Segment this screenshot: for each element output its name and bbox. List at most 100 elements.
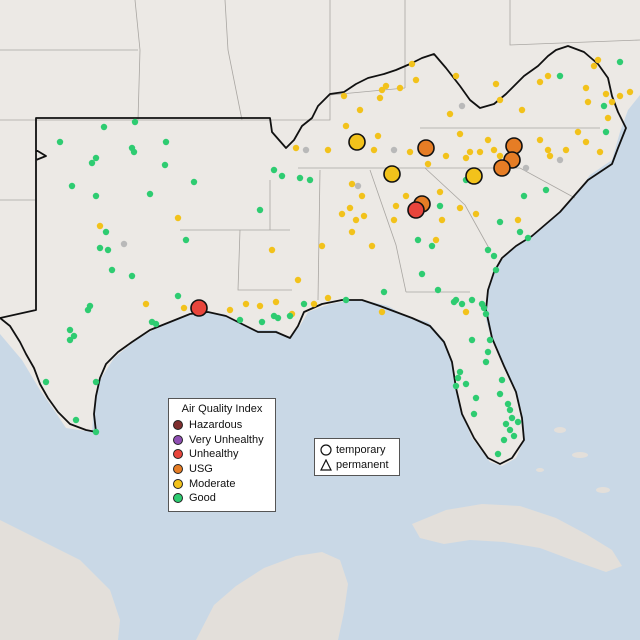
station-marker[interactable] xyxy=(174,292,182,300)
station-marker[interactable] xyxy=(468,336,476,344)
station-marker[interactable] xyxy=(346,204,354,212)
station-marker[interactable] xyxy=(562,146,570,154)
station-marker[interactable] xyxy=(536,136,544,144)
station-marker[interactable] xyxy=(462,154,470,162)
station-marker[interactable] xyxy=(506,406,514,414)
station-marker[interactable] xyxy=(418,270,426,278)
station-marker[interactable] xyxy=(546,152,554,160)
station-marker[interactable] xyxy=(424,160,432,168)
station-marker[interactable] xyxy=(340,92,348,100)
temporary-station-marker[interactable] xyxy=(493,159,511,177)
station-marker[interactable] xyxy=(274,314,282,322)
station-marker[interactable] xyxy=(292,144,300,152)
station-marker[interactable] xyxy=(456,130,464,138)
station-marker[interactable] xyxy=(142,300,150,308)
station-marker[interactable] xyxy=(490,252,498,260)
station-marker[interactable] xyxy=(462,380,470,388)
station-marker[interactable] xyxy=(324,146,332,154)
station-marker[interactable] xyxy=(356,106,364,114)
station-marker[interactable] xyxy=(68,182,76,190)
station-marker[interactable] xyxy=(596,148,604,156)
station-marker[interactable] xyxy=(544,146,552,154)
station-marker[interactable] xyxy=(270,166,278,174)
station-marker[interactable] xyxy=(482,310,490,318)
station-marker[interactable] xyxy=(604,114,612,122)
station-marker[interactable] xyxy=(602,128,610,136)
station-marker[interactable] xyxy=(478,300,486,308)
station-marker[interactable] xyxy=(102,228,110,236)
station-marker[interactable] xyxy=(96,222,104,230)
station-marker[interactable] xyxy=(544,72,552,80)
station-marker[interactable] xyxy=(484,136,492,144)
station-marker[interactable] xyxy=(380,288,388,296)
station-marker[interactable] xyxy=(161,161,169,169)
station-marker[interactable] xyxy=(66,326,74,334)
station-marker[interactable] xyxy=(92,192,100,200)
station-marker[interactable] xyxy=(432,236,440,244)
station-marker[interactable] xyxy=(100,123,108,131)
station-marker[interactable] xyxy=(626,88,634,96)
station-marker[interactable] xyxy=(496,96,504,104)
station-marker[interactable] xyxy=(434,286,442,294)
station-marker[interactable] xyxy=(258,318,266,326)
station-marker[interactable] xyxy=(484,246,492,254)
station-marker[interactable] xyxy=(374,132,382,140)
station-marker[interactable] xyxy=(616,92,624,100)
station-marker[interactable] xyxy=(458,300,466,308)
station-marker[interactable] xyxy=(502,420,510,428)
station-marker[interactable] xyxy=(536,78,544,86)
station-marker[interactable] xyxy=(456,204,464,212)
temporary-station-marker[interactable] xyxy=(407,201,425,219)
station-marker[interactable] xyxy=(442,152,450,160)
station-marker[interactable] xyxy=(584,98,592,106)
station-marker[interactable] xyxy=(56,138,64,146)
station-marker[interactable] xyxy=(370,146,378,154)
station-marker[interactable] xyxy=(522,164,530,172)
station-marker[interactable] xyxy=(452,296,460,304)
station-marker[interactable] xyxy=(354,182,362,190)
station-marker[interactable] xyxy=(236,316,244,324)
station-marker[interactable] xyxy=(408,60,416,68)
station-marker[interactable] xyxy=(520,192,528,200)
station-marker[interactable] xyxy=(428,242,436,250)
station-marker[interactable] xyxy=(514,418,522,426)
station-marker[interactable] xyxy=(518,106,526,114)
station-marker[interactable] xyxy=(608,98,616,106)
station-marker[interactable] xyxy=(470,410,478,418)
station-marker[interactable] xyxy=(472,394,480,402)
station-marker[interactable] xyxy=(286,312,294,320)
station-marker[interactable] xyxy=(272,298,280,306)
station-marker[interactable] xyxy=(456,368,464,376)
station-marker[interactable] xyxy=(294,276,302,284)
station-marker[interactable] xyxy=(360,212,368,220)
station-marker[interactable] xyxy=(88,159,96,167)
station-marker[interactable] xyxy=(542,186,550,194)
station-marker[interactable] xyxy=(500,436,508,444)
station-marker[interactable] xyxy=(600,102,608,110)
station-marker[interactable] xyxy=(498,376,506,384)
station-marker[interactable] xyxy=(484,348,492,356)
station-marker[interactable] xyxy=(226,306,234,314)
station-marker[interactable] xyxy=(468,296,476,304)
station-marker[interactable] xyxy=(348,180,356,188)
station-marker[interactable] xyxy=(348,228,356,236)
temporary-station-marker[interactable] xyxy=(465,167,483,185)
station-marker[interactable] xyxy=(66,336,74,344)
temporary-station-marker[interactable] xyxy=(190,299,208,317)
temporary-station-marker[interactable] xyxy=(348,133,366,151)
station-marker[interactable] xyxy=(402,192,410,200)
station-marker[interactable] xyxy=(338,210,346,218)
station-marker[interactable] xyxy=(324,294,332,302)
station-marker[interactable] xyxy=(490,146,498,154)
station-marker[interactable] xyxy=(310,300,318,308)
station-marker[interactable] xyxy=(120,240,128,248)
station-marker[interactable] xyxy=(130,148,138,156)
station-marker[interactable] xyxy=(504,400,512,408)
station-marker[interactable] xyxy=(514,216,522,224)
station-marker[interactable] xyxy=(84,306,92,314)
station-marker[interactable] xyxy=(452,72,460,80)
station-marker[interactable] xyxy=(452,382,460,390)
station-marker[interactable] xyxy=(406,148,414,156)
station-marker[interactable] xyxy=(104,246,112,254)
station-marker[interactable] xyxy=(96,244,104,252)
